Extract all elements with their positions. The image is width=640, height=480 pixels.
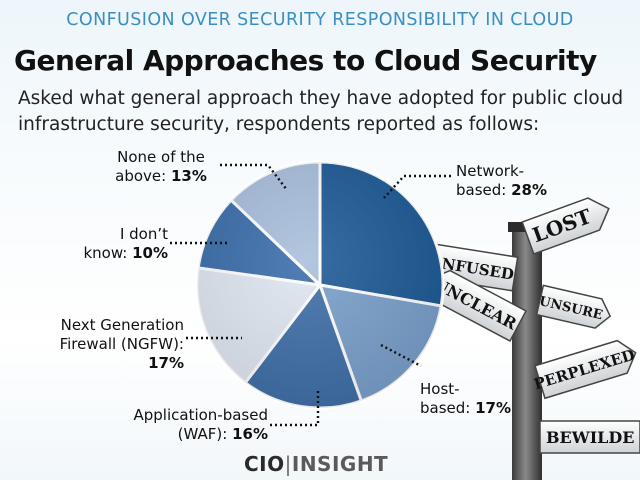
slice-label-idk: I don’t know: 10% (60, 225, 168, 263)
pie-slice-network (318, 160, 445, 308)
slice-label-none-line-1: None of the (117, 148, 205, 166)
leader-line-application (270, 388, 320, 427)
slice-label-application-line-1: Application-based (133, 406, 268, 424)
slice-value-application: 16% (232, 425, 268, 443)
pie-chart (195, 160, 445, 410)
slice-label-host-line-2: based: (420, 399, 476, 417)
slice-label-application: Application-based (WAF): 16% (96, 406, 268, 444)
chart-title: General Approaches to Cloud Security (14, 44, 597, 77)
slice-label-ngfw: Next Generation Firewall (NGFW): 17% (18, 316, 184, 373)
sign-lost: LOST (521, 197, 610, 255)
slice-value-idk: 10% (132, 244, 168, 262)
logo-separator: | (284, 452, 292, 476)
chart-subtitle: Asked what general approach they have ad… (18, 88, 624, 135)
sign-bewilde-label: BEWILDE (546, 428, 635, 447)
slice-value-ngfw: 17% (148, 354, 184, 372)
leader-line-network (383, 174, 451, 199)
slice-label-network-line-2: based: (456, 181, 512, 199)
slice-label-network: Network- based: 28% (456, 162, 547, 200)
slice-value-host: 17% (475, 399, 512, 417)
slice-label-application-line-2: (WAF): (177, 425, 233, 443)
slice-label-ngfw-line-1: Next Generation (60, 316, 184, 334)
banner-title: CONFUSION OVER SECURITY RESPONSIBILITY I… (66, 10, 574, 30)
sign-bewilde: BEWILDE (539, 420, 640, 454)
leader-lines (170, 163, 451, 427)
leader-line-none (220, 163, 288, 191)
slice-label-none: None of the above: 13% (104, 148, 218, 186)
sign-unsure: UNSURE (535, 284, 612, 329)
slice-label-idk-line-1: I don’t (119, 225, 168, 243)
slice-label-none-line-2: above: (115, 167, 171, 185)
cio-insight-logo: CIO|INSIGHT (244, 452, 388, 476)
slice-value-none: 13% (170, 167, 207, 185)
slice-label-ngfw-line-2: Firewall (NGFW): (59, 335, 184, 353)
slice-label-host: Host- based: 17% (420, 380, 511, 418)
signpost-pole (512, 228, 542, 480)
slice-label-host-line-1: Host- (420, 380, 460, 398)
slice-label-idk-line-2: know: (83, 244, 133, 262)
logo-insight: INSIGHT (291, 452, 389, 476)
slice-value-network: 28% (511, 181, 548, 199)
sign-perplexed: PERPLEXED (532, 339, 637, 400)
slice-label-network-line-1: Network- (456, 162, 525, 180)
signpost-illustration: LOST CONFUSED UNSURE UNCLEAR PERPLEXED B… (411, 197, 640, 480)
logo-cio: CIO (244, 452, 285, 476)
